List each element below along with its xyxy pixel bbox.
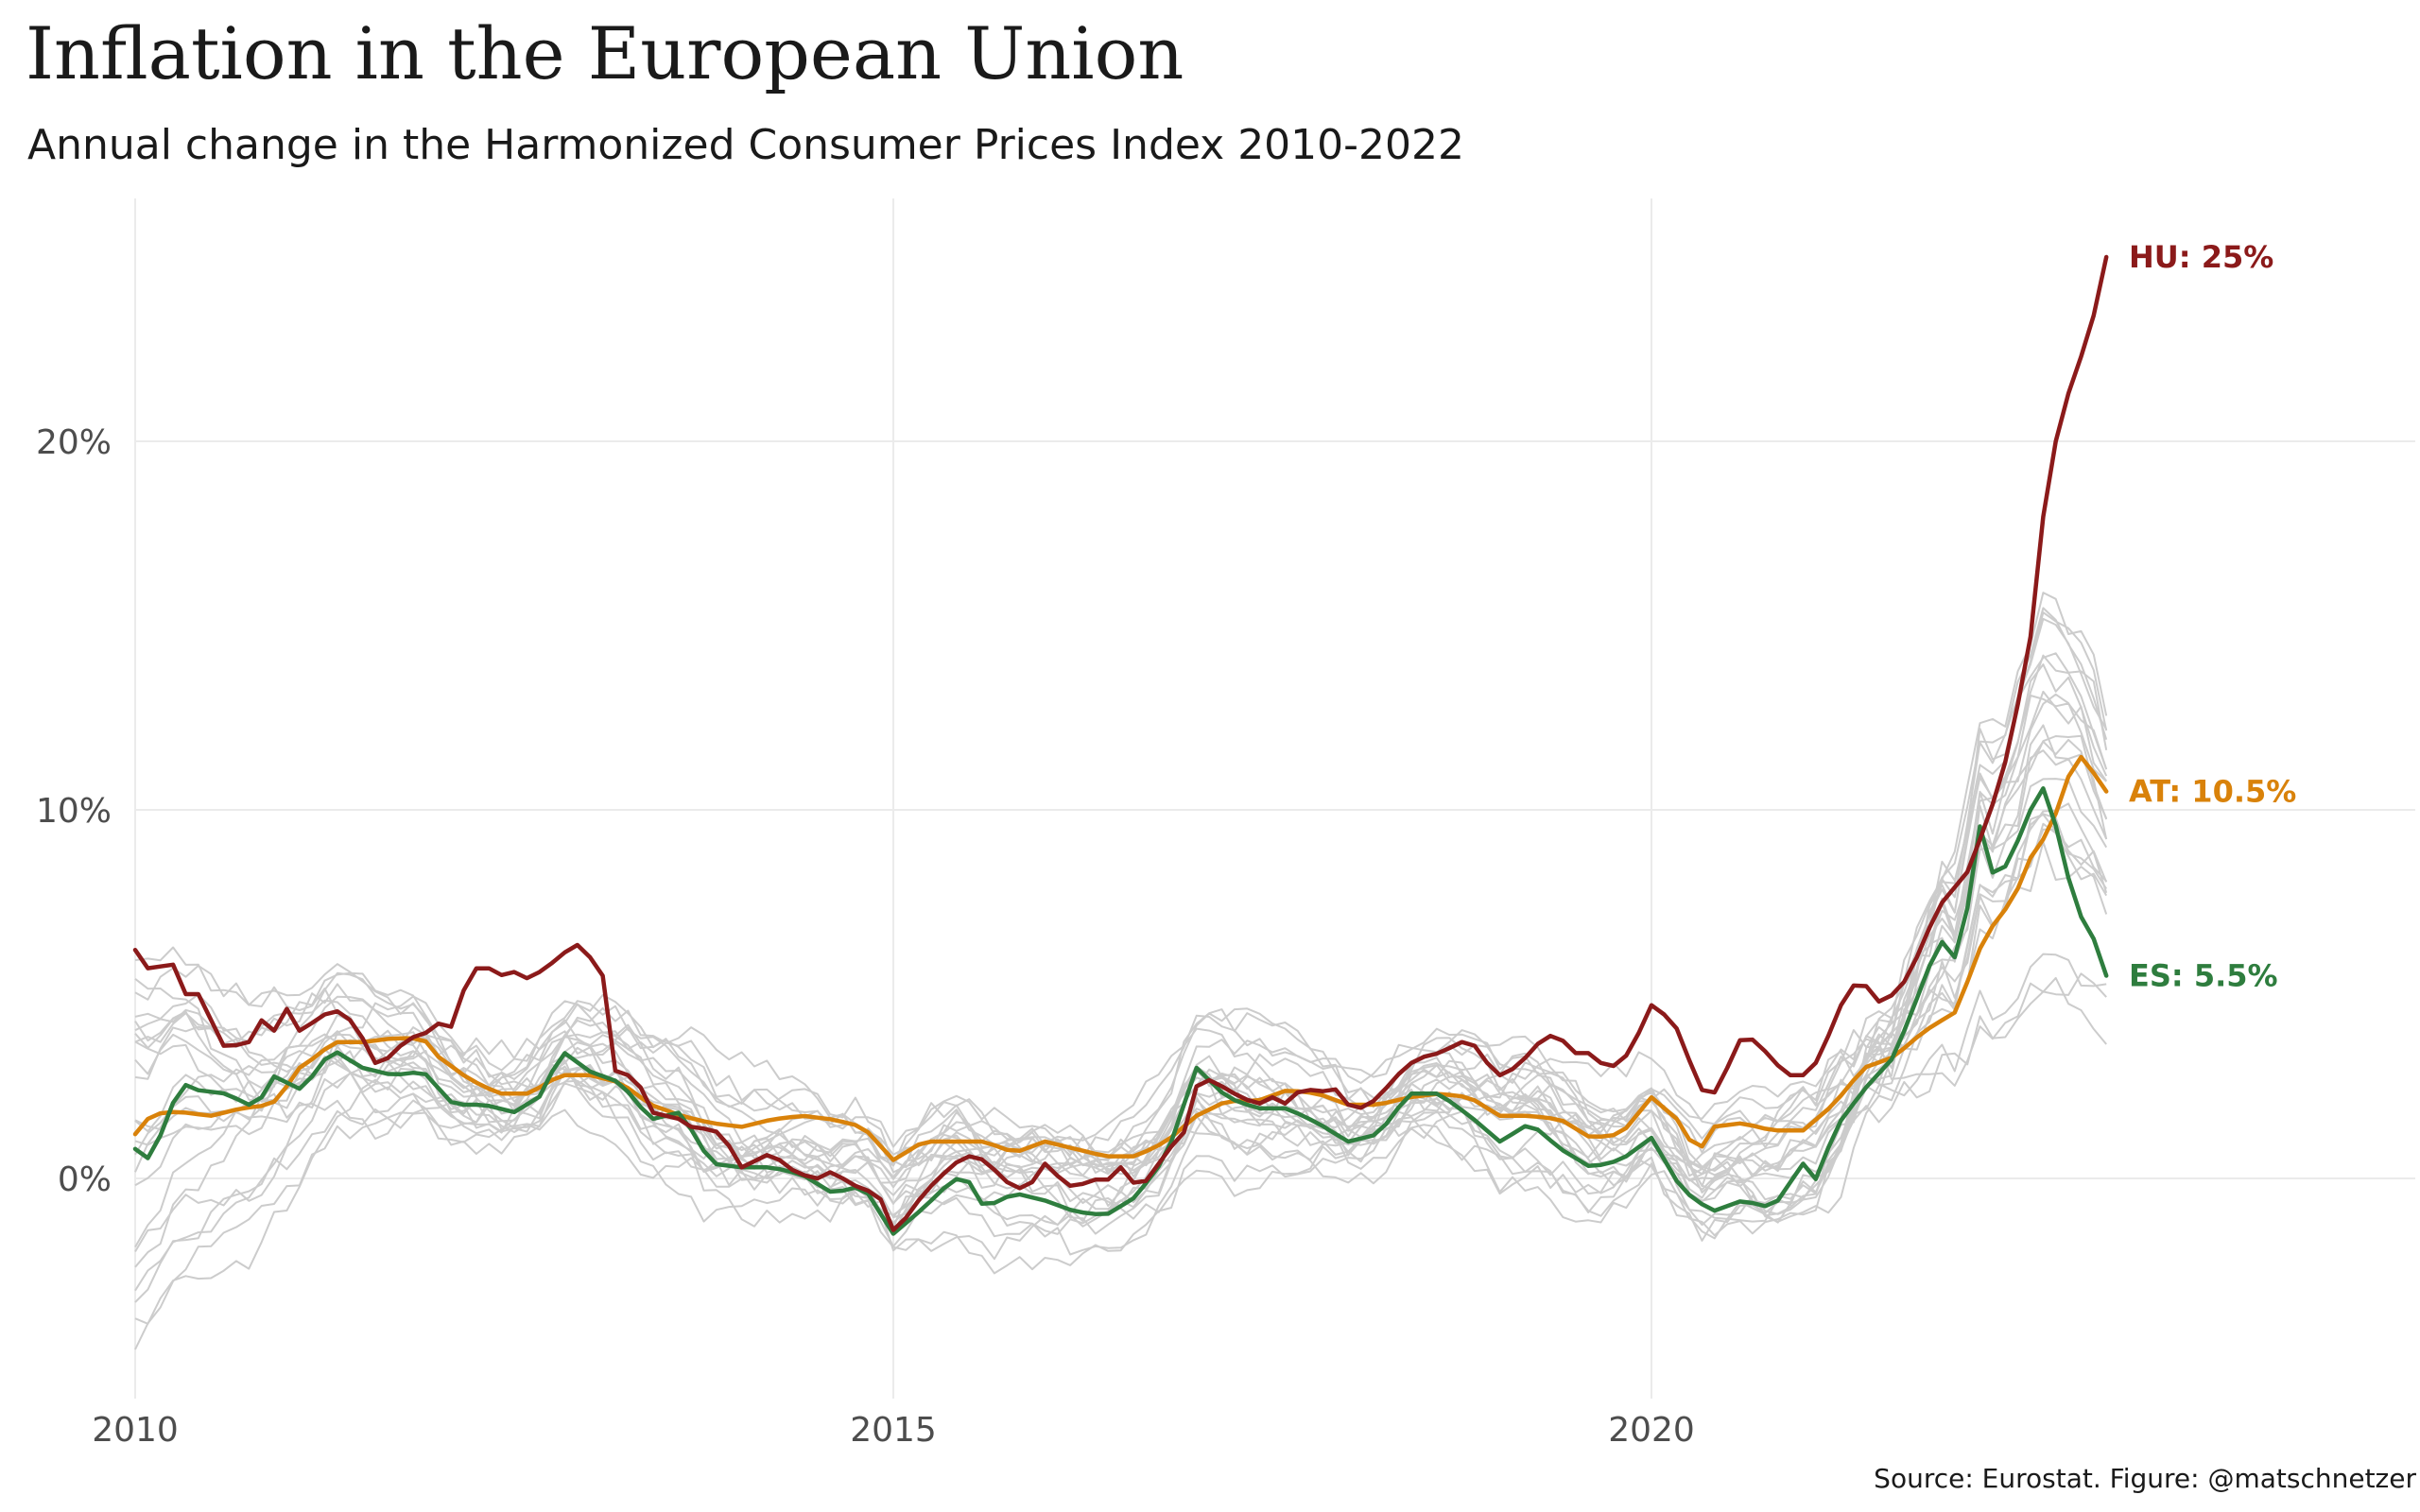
x-tick-label: 2015 — [850, 1411, 937, 1450]
series-label-hu: HU: 25% — [2129, 239, 2273, 275]
chart-subtitle: Annual change in the Harmonized Consumer… — [27, 121, 1465, 169]
x-tick-label: 2020 — [1608, 1411, 1695, 1450]
chart-title: Inflation in the European Union — [26, 11, 1184, 95]
axis-tick-labels: 0% 10% 20% 2010 2015 2020 — [36, 423, 1695, 1450]
source-caption: Source: Eurostat. Figure: @matschnetzer — [1874, 1463, 2416, 1494]
background-country-line — [134, 953, 2107, 1229]
background-country-line — [134, 654, 2108, 1238]
background-country-line — [134, 971, 2107, 1268]
x-tick-label: 2010 — [92, 1411, 179, 1450]
background-country-line — [134, 822, 2108, 1247]
background-country-line — [134, 841, 2108, 1178]
series-line-es — [132, 786, 2109, 1236]
y-tick-label: 0% — [58, 1160, 112, 1199]
series-label-es: ES: 5.5% — [2129, 958, 2278, 994]
background-country-line — [134, 778, 2108, 1253]
y-tick-label: 10% — [36, 792, 112, 831]
background-country-line — [134, 592, 2108, 1219]
grid-lines — [134, 198, 2415, 1399]
series-line-hu — [132, 254, 2109, 1232]
series-line-at — [132, 754, 2109, 1162]
background-country-line — [134, 690, 2108, 1190]
series-label-at: AT: 10.5% — [2129, 774, 2296, 810]
background-series — [134, 592, 2108, 1350]
series-end-labels: AT: 10.5% ES: 5.5% HU: 25% — [2129, 239, 2296, 994]
highlighted-series — [132, 254, 2109, 1236]
background-country-line — [134, 607, 2108, 1204]
y-tick-label: 20% — [36, 423, 112, 462]
